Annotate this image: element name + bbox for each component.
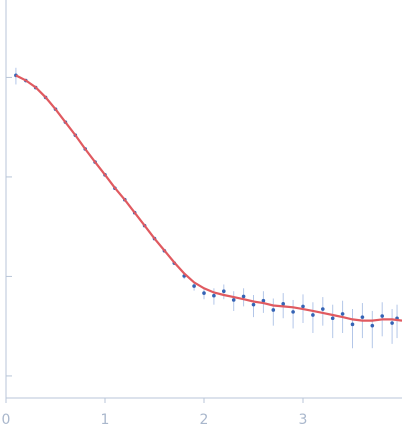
data-point — [340, 312, 345, 316]
data-point — [251, 302, 256, 307]
x-tick-label: 2 — [200, 412, 209, 428]
fit-line — [15, 74, 402, 322]
data-point — [281, 302, 286, 306]
data-point — [261, 298, 266, 303]
data-point — [360, 315, 365, 319]
x-tick-label: 0 — [2, 412, 11, 428]
data-point — [301, 304, 305, 309]
data-point — [311, 313, 315, 317]
data-point — [380, 314, 385, 318]
data-point — [241, 294, 246, 299]
data-point — [212, 293, 216, 298]
data-point — [321, 307, 325, 311]
x-tick-label: 1 — [101, 412, 110, 428]
data-point — [222, 289, 226, 294]
data-point — [231, 298, 236, 302]
data-point — [291, 310, 295, 314]
data-point — [192, 284, 196, 288]
data-point — [390, 321, 394, 325]
data-point — [350, 322, 355, 327]
x-tick-label: 3 — [299, 412, 308, 428]
data-point — [330, 316, 335, 321]
data-point — [202, 291, 206, 295]
data-point — [271, 308, 276, 312]
data-point — [370, 323, 375, 328]
